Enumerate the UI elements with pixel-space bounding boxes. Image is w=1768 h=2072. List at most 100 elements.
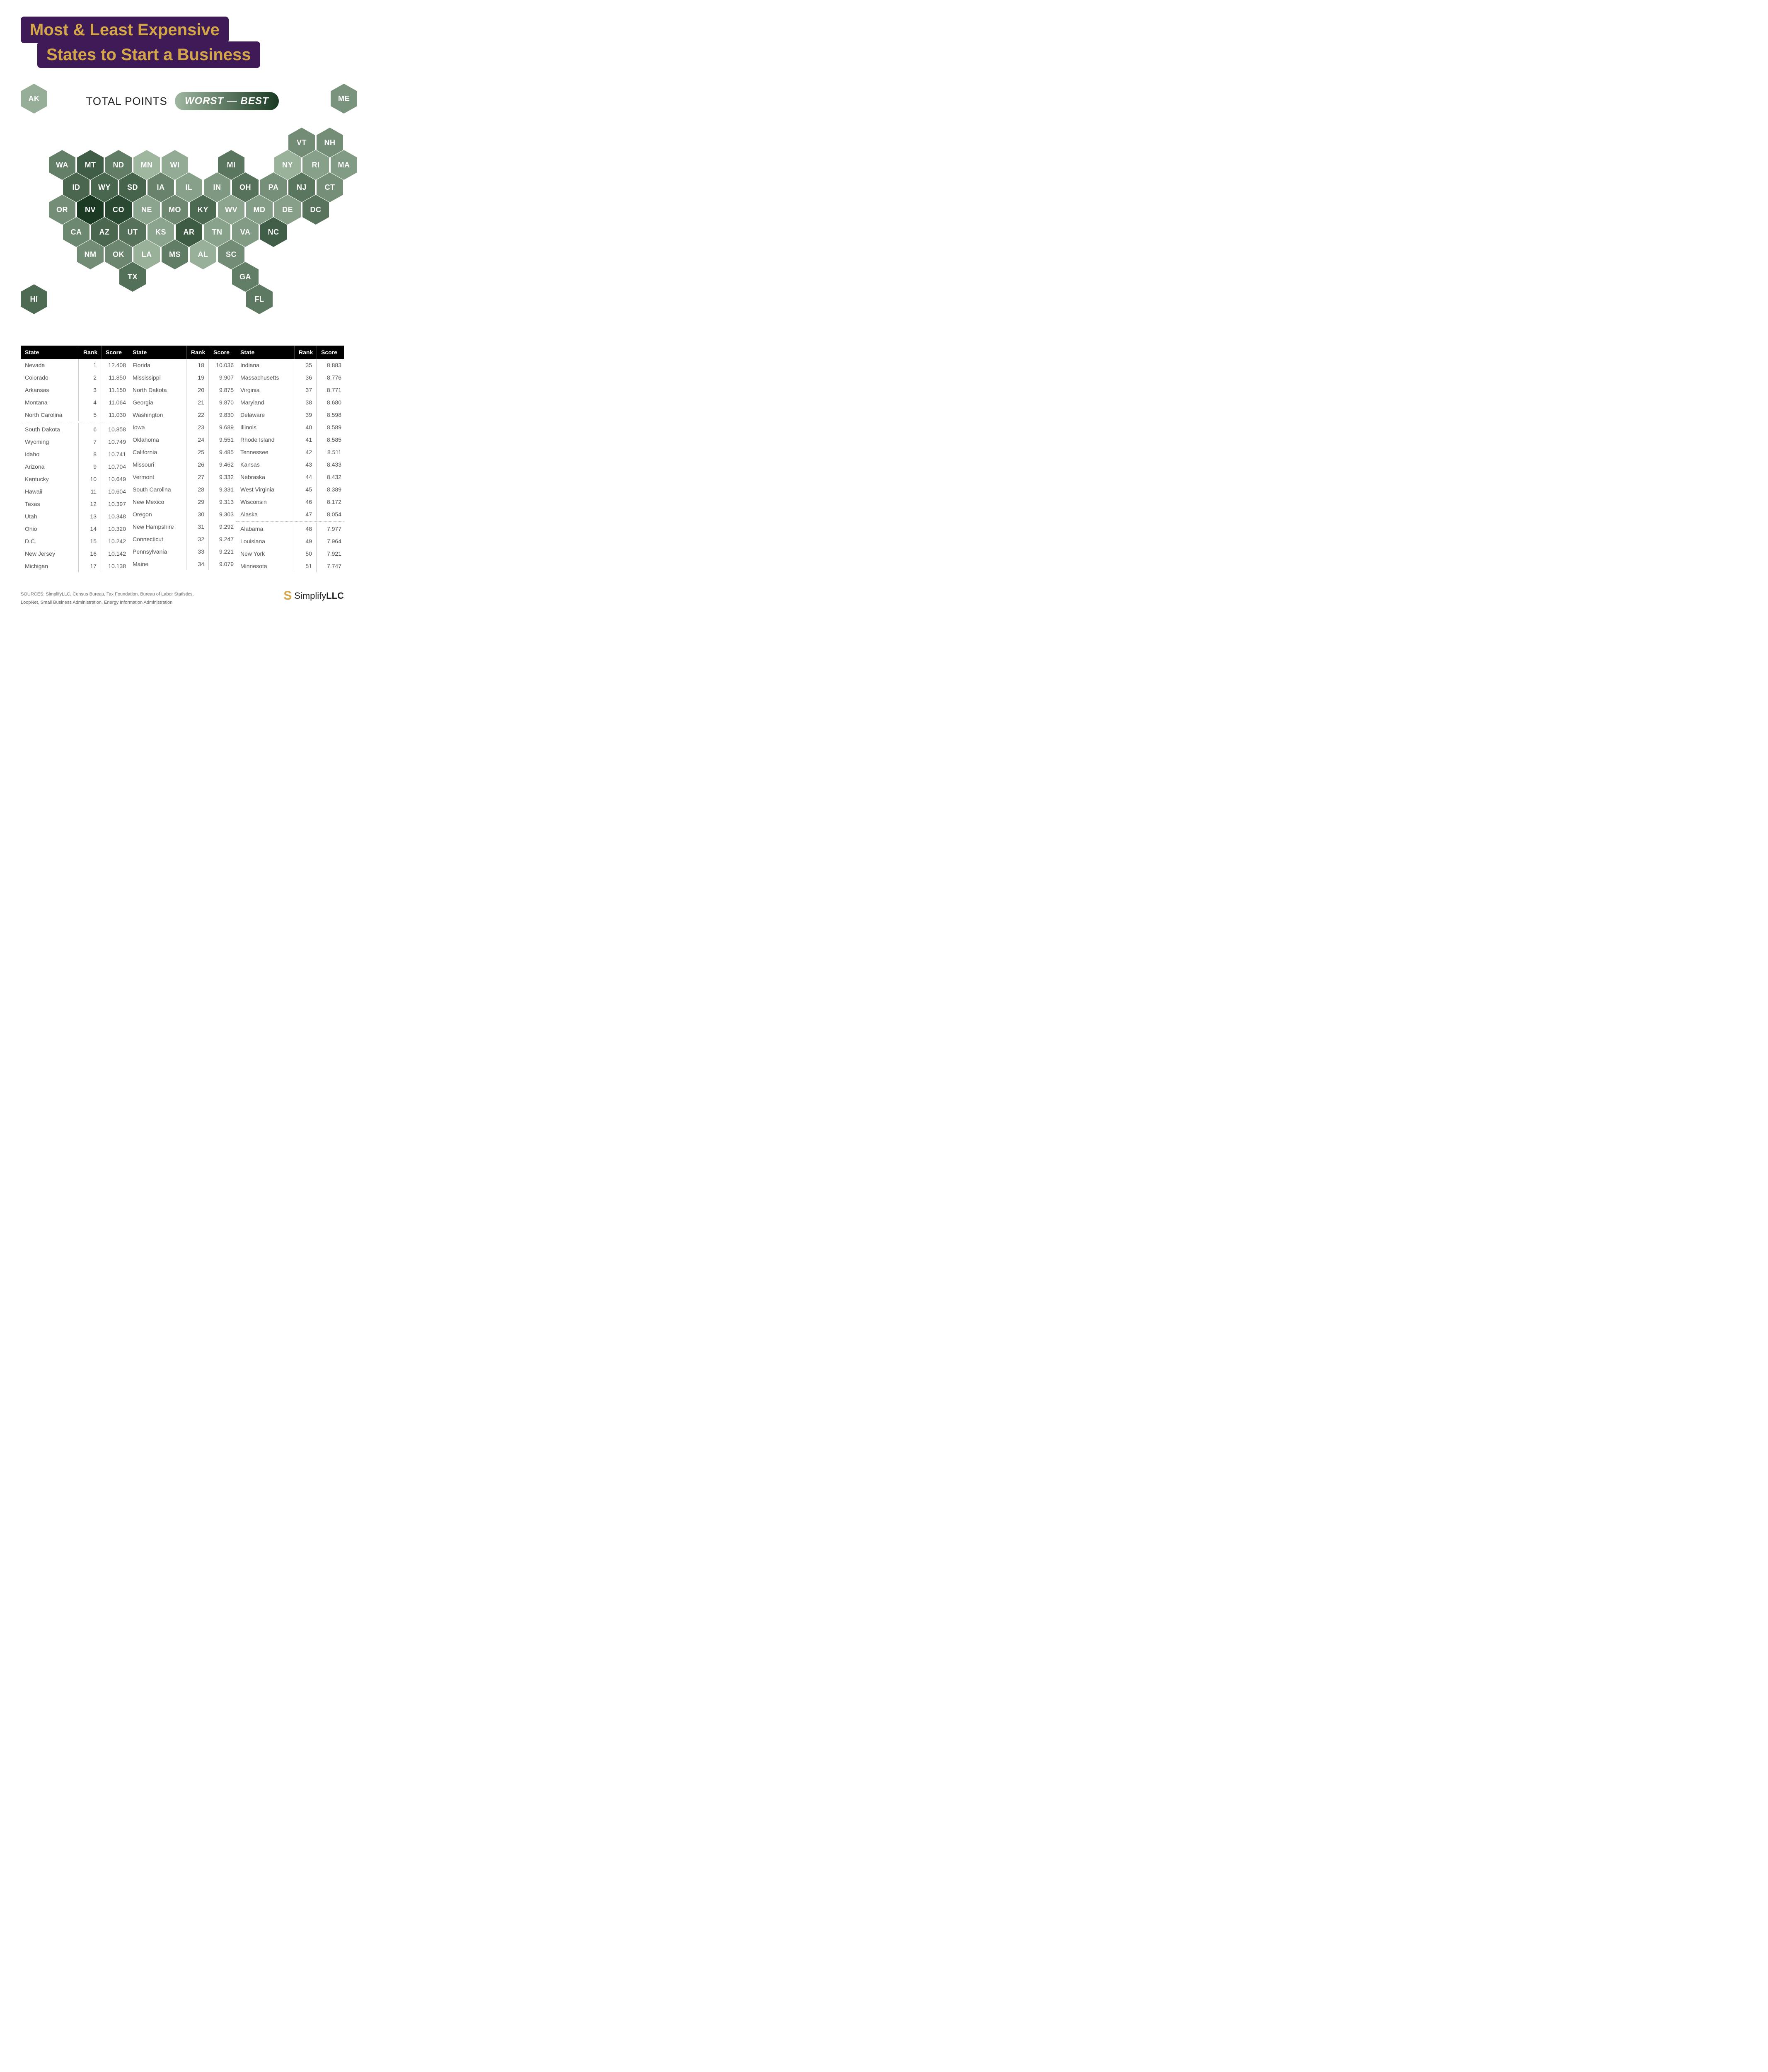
cell-score: 7.747 bbox=[317, 560, 344, 572]
cell-rank: 43 bbox=[294, 458, 317, 471]
cell-score: 9.689 bbox=[209, 421, 236, 433]
cell-rank: 3 bbox=[79, 384, 101, 396]
cell-rank: 6 bbox=[79, 423, 101, 436]
cell-state: Massachusetts bbox=[236, 371, 294, 384]
cell-score: 10.138 bbox=[101, 560, 128, 572]
cell-state: Nevada bbox=[21, 359, 79, 371]
cell-score: 9.303 bbox=[209, 508, 236, 520]
table-header: StateRankScore bbox=[128, 346, 236, 359]
table-row: Vermont279.332 bbox=[128, 471, 236, 483]
cell-state: Oregon bbox=[128, 508, 186, 520]
cell-state: Utah bbox=[21, 510, 79, 523]
sources-line-1: SOURCES: SimplifyLLC, Census Bureau, Tax… bbox=[21, 591, 193, 599]
table-row: Idaho810.741 bbox=[21, 448, 128, 460]
cell-state: Delaware bbox=[236, 409, 294, 421]
table-row: New Mexico299.313 bbox=[128, 496, 236, 508]
cell-state: Kansas bbox=[236, 458, 294, 471]
table-row: Nebraska448.432 bbox=[236, 471, 344, 483]
table-row: North Carolina511.030 bbox=[21, 409, 128, 421]
table-row: Missouri269.462 bbox=[128, 458, 236, 471]
sources-line-2: LoopNet, Small Business Administration, … bbox=[21, 599, 193, 607]
cell-state: Iowa bbox=[128, 421, 186, 433]
rankings-table: StateRankScoreNevada112.408Colorado211.8… bbox=[21, 346, 344, 572]
cell-state: Illinois bbox=[236, 421, 294, 433]
cell-rank: 47 bbox=[294, 508, 317, 520]
cell-score: 10.604 bbox=[101, 485, 128, 498]
table-row: South Dakota610.858 bbox=[21, 423, 128, 436]
cell-score: 10.741 bbox=[101, 448, 128, 460]
sources: SOURCES: SimplifyLLC, Census Bureau, Tax… bbox=[21, 591, 193, 607]
cell-rank: 12 bbox=[79, 498, 101, 510]
cell-score: 9.247 bbox=[209, 533, 236, 545]
cell-rank: 35 bbox=[294, 359, 317, 371]
cell-rank: 4 bbox=[79, 396, 101, 409]
table-row: Nevada112.408 bbox=[21, 359, 128, 371]
table-header: StateRankScore bbox=[21, 346, 128, 359]
table-column-1: StateRankScoreNevada112.408Colorado211.8… bbox=[21, 346, 128, 572]
table-row: Hawaii1110.604 bbox=[21, 485, 128, 498]
cell-rank: 23 bbox=[186, 421, 209, 433]
cell-rank: 5 bbox=[79, 409, 101, 421]
table-column-3: StateRankScoreIndiana358.883Massachusett… bbox=[236, 346, 344, 572]
cell-score: 11.150 bbox=[101, 384, 128, 396]
cell-score: 11.850 bbox=[101, 371, 128, 384]
cell-state: Maryland bbox=[236, 396, 294, 409]
footer: SOURCES: SimplifyLLC, Census Bureau, Tax… bbox=[21, 585, 344, 607]
table-row: Tennessee428.511 bbox=[236, 446, 344, 458]
hex-state-ak: AK bbox=[21, 84, 47, 114]
cell-rank: 1 bbox=[79, 359, 101, 371]
legend-best: BEST bbox=[241, 95, 269, 107]
cell-score: 9.870 bbox=[209, 396, 236, 409]
table-row: Maryland388.680 bbox=[236, 396, 344, 409]
title-line-1: Most & Least Expensive bbox=[21, 17, 229, 43]
cell-state: Florida bbox=[128, 359, 186, 371]
table-row: Michigan1710.138 bbox=[21, 560, 128, 572]
table-row: New Jersey1610.142 bbox=[21, 547, 128, 560]
cell-rank: 14 bbox=[79, 523, 101, 535]
cell-rank: 37 bbox=[294, 384, 317, 396]
cell-state: New Jersey bbox=[21, 547, 79, 560]
cell-rank: 29 bbox=[186, 496, 209, 508]
cell-state: Oklahoma bbox=[128, 433, 186, 446]
cell-score: 8.680 bbox=[317, 396, 344, 409]
cell-rank: 30 bbox=[186, 508, 209, 520]
cell-rank: 36 bbox=[294, 371, 317, 384]
cell-state: Arkansas bbox=[21, 384, 79, 396]
hex-state-me: ME bbox=[331, 84, 357, 114]
brand-llc: LLC bbox=[326, 591, 344, 601]
cell-state: Tennessee bbox=[236, 446, 294, 458]
cell-state: West Virginia bbox=[236, 483, 294, 496]
cell-score: 7.977 bbox=[317, 523, 344, 535]
table-row: Kansas438.433 bbox=[236, 458, 344, 471]
cell-rank: 2 bbox=[79, 371, 101, 384]
table-row: California259.485 bbox=[128, 446, 236, 458]
header-state: State bbox=[236, 346, 294, 359]
cell-rank: 44 bbox=[294, 471, 317, 483]
table-column-2: StateRankScoreFlorida1810.036Mississippi… bbox=[128, 346, 236, 572]
title-line-2: States to Start a Business bbox=[37, 41, 260, 68]
table-row: South Carolina289.331 bbox=[128, 483, 236, 496]
table-row: D.C.1510.242 bbox=[21, 535, 128, 547]
table-row: Wyoming710.749 bbox=[21, 436, 128, 448]
cell-rank: 25 bbox=[186, 446, 209, 458]
cell-state: Michigan bbox=[21, 560, 79, 572]
table-row: Texas1210.397 bbox=[21, 498, 128, 510]
table-row: Connecticut329.247 bbox=[128, 533, 236, 545]
cell-rank: 41 bbox=[294, 433, 317, 446]
cell-state: Idaho bbox=[21, 448, 79, 460]
cell-state: Montana bbox=[21, 396, 79, 409]
table-row: Florida1810.036 bbox=[128, 359, 236, 371]
cell-score: 8.589 bbox=[317, 421, 344, 433]
cell-score: 10.036 bbox=[209, 359, 236, 371]
cell-score: 10.858 bbox=[101, 423, 128, 436]
cell-rank: 39 bbox=[294, 409, 317, 421]
table-row: Pennsylvania339.221 bbox=[128, 545, 236, 558]
header-score: Score bbox=[209, 346, 236, 359]
cell-state: Louisiana bbox=[236, 535, 294, 547]
cell-score: 8.776 bbox=[317, 371, 344, 384]
cell-rank: 28 bbox=[186, 483, 209, 496]
table-row: Massachusetts368.776 bbox=[236, 371, 344, 384]
table-row: Indiana358.883 bbox=[236, 359, 344, 371]
table-row: Kentucky1010.649 bbox=[21, 473, 128, 485]
cell-score: 10.142 bbox=[101, 547, 128, 560]
